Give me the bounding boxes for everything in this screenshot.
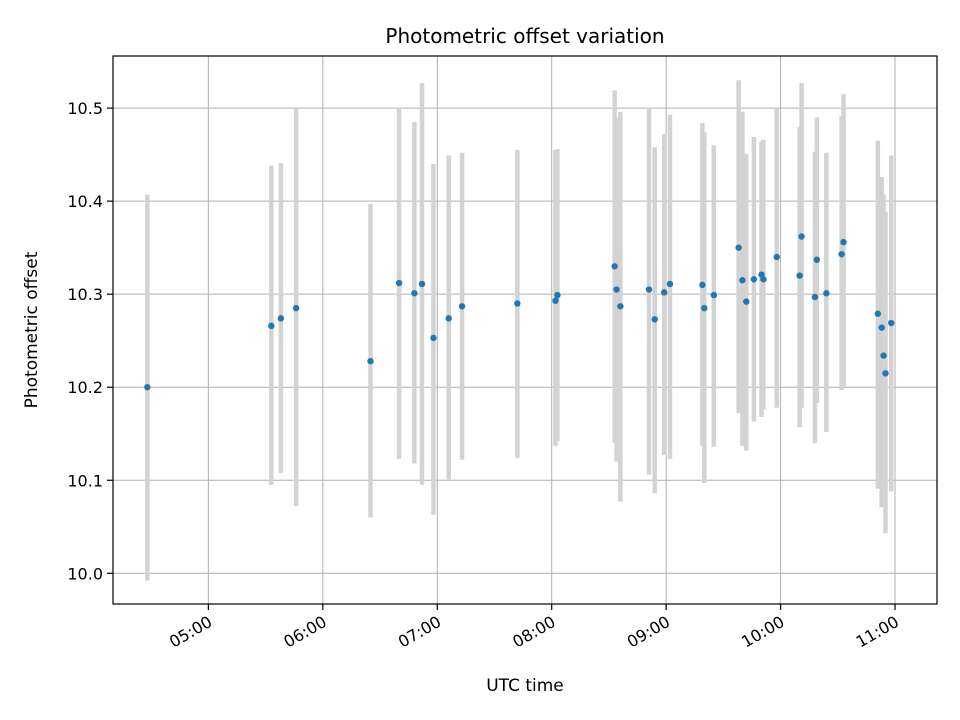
data-point (430, 334, 437, 342)
data-point (773, 253, 780, 261)
axis-ticks (107, 107, 896, 610)
y-tick-label: 10.1 (67, 471, 103, 490)
data-point (445, 315, 452, 322)
y-tick-label: 10.5 (67, 99, 103, 118)
data-point (796, 272, 803, 279)
data-point (699, 281, 706, 289)
data-point (617, 303, 624, 310)
data-point (292, 304, 300, 312)
data-point (798, 233, 805, 240)
data-point (888, 319, 895, 327)
data-point (739, 277, 746, 284)
data-point (277, 315, 285, 322)
data-point (880, 352, 887, 359)
y-tick-label: 10.3 (67, 285, 103, 304)
data-point (840, 238, 847, 246)
plot-frame (112, 55, 938, 605)
data-point (395, 279, 403, 287)
data-point (367, 357, 374, 365)
data-point (811, 293, 819, 301)
data-point (760, 276, 767, 283)
data-point (411, 290, 418, 297)
data-point (268, 322, 275, 330)
data-point (813, 256, 821, 263)
y-tick-label: 10.4 (67, 192, 103, 211)
data-point (735, 244, 742, 251)
data-point (651, 316, 658, 323)
data-point (878, 324, 885, 331)
chart-title: Photometric offset variation (385, 24, 664, 48)
y-axis-title: Photometric offset (22, 251, 42, 408)
data-point (661, 289, 668, 296)
x-axis-title: UTC time (486, 676, 564, 696)
data-point (611, 263, 618, 270)
data-point (645, 286, 653, 293)
data-point (554, 291, 561, 299)
data-point (613, 286, 620, 293)
data-point (701, 304, 708, 312)
data-points (144, 233, 895, 391)
data-point (514, 300, 521, 307)
data-point (874, 310, 882, 317)
data-point (418, 280, 426, 288)
data-point (838, 250, 845, 258)
y-tick-label: 10.2 (67, 378, 103, 397)
data-point (458, 303, 466, 310)
data-point (666, 280, 674, 288)
data-point (823, 290, 830, 297)
data-point (552, 297, 559, 304)
data-point (882, 370, 889, 377)
data-point (710, 291, 718, 299)
data-point (144, 384, 151, 391)
data-point (750, 276, 758, 283)
y-tick-label: 10.0 (67, 564, 103, 583)
data-point (743, 298, 750, 305)
